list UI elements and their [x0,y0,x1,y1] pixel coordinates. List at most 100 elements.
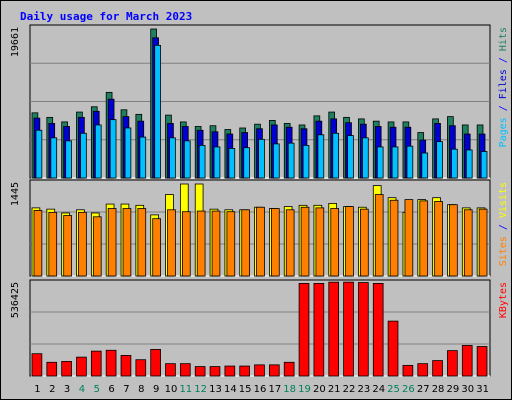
bar-sites-13 [211,210,221,277]
x-tick-label-30: 30 [461,384,474,395]
bar-kbytes-26 [402,364,414,377]
x-tick-label-18: 18 [283,384,296,395]
bar-sites-29 [449,204,458,277]
bar-pages-3 [65,140,72,179]
legend-part: Pages [498,117,509,147]
chart-title: Daily usage for March 2023 [20,10,192,23]
bar-sites-20 [315,207,325,277]
bar-sites-5 [92,216,102,277]
bar-sites-3 [63,215,72,277]
x-tick-label-25: 25 [387,384,400,395]
x-tick-label-19: 19 [298,384,311,395]
bar-sites-1 [33,210,43,277]
bar-kbytes-15 [239,365,250,377]
bar-pages-26 [406,145,414,179]
bar-kbytes-28 [432,360,443,377]
x-tick-label-15: 15 [239,384,252,395]
bar-sites-6 [107,208,117,277]
x-tick-label-7: 7 [123,384,129,395]
x-tick-label-17: 17 [268,384,281,395]
bar-sites-24 [374,194,384,277]
bar-pages-13 [213,146,221,179]
bar-pages-18 [287,142,295,179]
bar-sites-28 [434,201,443,277]
bar-kbytes-2 [46,361,58,377]
bar-kbytes-31 [476,346,488,377]
right-legend-kbytes: KBytes [498,282,509,318]
bar-kbytes-5 [90,350,102,377]
bar-sites-22 [345,206,354,277]
bar-kbytes-24 [372,282,384,377]
bar-pages-14 [228,148,236,179]
bar-kbytes-7 [120,355,132,377]
bar-kbytes-22 [343,281,354,377]
bar-pages-21 [332,132,340,179]
bar-sites-30 [463,209,473,277]
bar-kbytes-10 [165,363,176,377]
bar-pages-9 [154,44,161,179]
bar-pages-23 [362,137,369,179]
bar-sites-27 [419,200,429,277]
bar-pages-15 [243,147,250,179]
bar-pages-1 [35,129,43,179]
bar-kbytes-30 [461,345,473,377]
bar-kbytes-18 [283,361,295,377]
bar-pages-8 [139,136,147,179]
bar-kbytes-21 [328,281,340,377]
bar-kbytes-17 [269,364,280,377]
bar-sites-21 [330,208,340,277]
x-tick-label-31: 31 [476,384,489,395]
x-tick-label-5: 5 [94,384,100,395]
legend-part: KBytes [498,282,509,318]
legend-part: / [498,99,509,117]
bar-kbytes-1 [31,353,43,377]
bar-pages-12 [198,145,206,179]
legend-part: Sites [498,236,509,266]
x-tick-label-26: 26 [402,384,415,395]
bar-sites-8 [137,208,147,277]
x-tick-label-1: 1 [34,384,40,395]
bar-sites-31 [478,208,488,277]
x-tick-label-27: 27 [417,384,430,395]
x-tick-label-23: 23 [358,384,371,395]
bar-kbytes-16 [254,364,265,377]
bar-sites-10 [167,209,176,277]
x-tick-label-3: 3 [64,384,70,395]
bar-pages-6 [109,119,117,179]
x-tick-label-9: 9 [153,384,159,395]
bar-pages-30 [465,149,473,179]
bar-sites-7 [122,208,132,277]
bar-sites-15 [241,209,250,277]
bar-kbytes-19 [298,282,310,377]
bar-pages-29 [451,148,458,179]
right-legend-hits-files-pages: Pages / Files / Hits [498,27,509,147]
bar-pages-24 [376,146,384,179]
x-tick-label-29: 29 [447,384,460,395]
bar-sites-23 [360,208,369,277]
bar-sites-11 [181,211,191,277]
x-tick-label-24: 24 [372,384,385,395]
x-tick-label-2: 2 [49,384,55,395]
x-tick-label-13: 13 [209,384,222,395]
bar-sites-18 [285,209,295,277]
bar-sites-4 [78,211,87,277]
bar-sites-12 [196,210,206,277]
bar-kbytes-23 [358,282,369,377]
bar-sites-9 [152,218,161,277]
bar-sites-14 [226,211,236,277]
bar-kbytes-9 [150,349,161,377]
bar-sites-19 [300,206,310,277]
x-tick-label-22: 22 [343,384,356,395]
y-max-label-kbytes: 536425 [10,282,21,318]
legend-part: Visits [498,182,509,218]
bar-kbytes-12 [194,366,206,377]
bar-sites-25 [389,199,399,277]
bar-kbytes-13 [209,366,221,377]
x-tick-label-28: 28 [432,384,445,395]
bar-pages-27 [421,152,429,179]
bar-kbytes-6 [105,349,117,377]
x-tick-label-14: 14 [224,384,237,395]
bar-sites-16 [256,206,265,277]
